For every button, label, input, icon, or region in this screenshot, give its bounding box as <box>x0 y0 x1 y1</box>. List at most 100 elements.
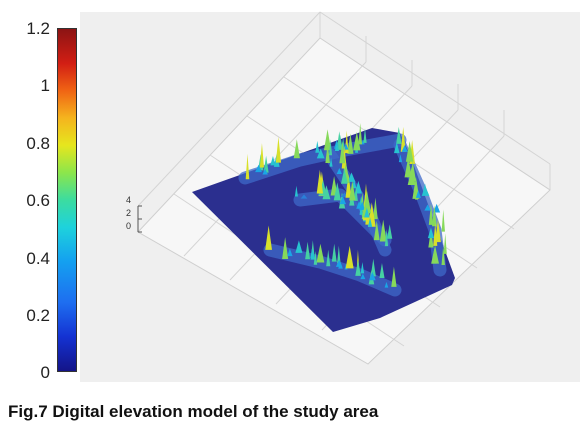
z-tick-0: 0 <box>126 221 131 231</box>
terrain-spike <box>293 139 300 159</box>
colorbar <box>57 28 77 372</box>
terrain-spike <box>354 186 358 201</box>
terrain-spike <box>424 204 431 211</box>
terrain-spike <box>345 173 352 198</box>
colorbar-tick-0.8: 0.8 <box>26 134 50 153</box>
terrain-spike <box>373 197 378 220</box>
surface-plot: 4 2 0 <box>126 11 551 365</box>
terrain-spike <box>323 129 332 151</box>
terrain-spike <box>384 229 389 247</box>
terrain-spike <box>262 168 268 175</box>
terrain-spike <box>295 240 303 253</box>
terrain-spike <box>363 128 367 143</box>
terrain-spike <box>340 168 348 184</box>
terrain-spike <box>431 245 439 264</box>
terrain-spike <box>328 139 333 156</box>
terrain-spike <box>337 245 341 264</box>
colorbar-tick-0.2: 0.2 <box>26 306 50 325</box>
terrain-spike <box>245 153 250 180</box>
terrain-spike <box>364 207 370 218</box>
terrain-spike <box>398 154 403 163</box>
terrain-spike <box>282 237 289 259</box>
terrain-spike <box>313 251 318 265</box>
colorbar-tick-0.6: 0.6 <box>26 191 50 210</box>
terrain-spike <box>270 155 276 166</box>
colorbar-tick-1.2: 1.2 <box>26 19 50 38</box>
terrain-spike <box>338 261 343 269</box>
terrain-spike <box>322 185 331 200</box>
terrain-spike <box>359 201 366 211</box>
terrain-spike <box>315 140 320 153</box>
colorbar-tick-0: 0 <box>40 363 50 382</box>
terrain-spike <box>360 273 366 280</box>
terrain-spike <box>370 258 376 277</box>
terrain-spike <box>443 233 447 254</box>
terrain-spike <box>310 248 314 259</box>
terrain-spike <box>294 185 298 197</box>
terrain-spike <box>349 180 356 201</box>
terrain-spike <box>339 141 346 164</box>
terrain-spike <box>347 133 354 154</box>
terrain-spike <box>435 219 441 243</box>
terrain-spike <box>405 141 414 162</box>
z-axis <box>137 205 142 233</box>
terrain-spike <box>396 126 402 144</box>
terrain-spike <box>329 157 333 167</box>
terrain-spike <box>325 143 330 164</box>
terrain-spike <box>337 134 343 150</box>
terrain-spike <box>287 248 293 257</box>
terrain-spike <box>356 201 362 209</box>
z-tick-4: 4 <box>126 195 131 205</box>
terrain-spike <box>339 196 346 205</box>
terrain-spike <box>415 189 421 198</box>
terrain-spike <box>358 123 363 145</box>
terrain-spike <box>407 167 416 186</box>
dem-figure: 0 0.2 0.4 0.6 0.8 1 1.2 <box>26 11 580 382</box>
terrain-spike <box>428 203 434 225</box>
terrain-spike <box>347 172 356 182</box>
terrain-spike <box>343 143 349 150</box>
terrain-spike <box>363 190 372 214</box>
terrain-spike <box>432 205 437 227</box>
terrain-spike <box>326 249 331 267</box>
terrain-spike <box>316 243 325 263</box>
terrain-spike <box>353 131 361 151</box>
terrain-spike <box>263 155 269 173</box>
terrain-spike <box>259 143 265 168</box>
colorbar-tick-0.4: 0.4 <box>26 249 50 268</box>
colorbar-tick-1: 1 <box>40 76 50 95</box>
terrain-spike <box>387 224 393 239</box>
terrain-spike <box>428 229 434 248</box>
figure-caption: Fig.7 Digital elevation model of the stu… <box>8 402 379 421</box>
terrain-spike <box>379 219 387 242</box>
terrain-spike <box>336 167 342 175</box>
surface-peaks <box>238 123 447 297</box>
terrain-spike <box>305 241 311 260</box>
terrain-spike <box>361 139 365 145</box>
terrain-spike <box>331 243 337 262</box>
terrain-spike <box>441 209 445 232</box>
terrain-spike <box>255 164 262 173</box>
terrain-spike <box>404 157 412 178</box>
terrain-spike <box>391 266 397 287</box>
terrain-spike <box>441 245 445 266</box>
terrain-spike <box>333 182 341 201</box>
terrain-spike <box>384 281 389 288</box>
terrain-spike <box>373 220 380 241</box>
terrain-spike <box>427 227 435 239</box>
terrain-spike <box>393 141 400 154</box>
terrain-spike <box>316 169 324 194</box>
terrain-spike <box>275 136 282 163</box>
terrain-spike <box>334 141 340 152</box>
terrain-spike <box>379 263 385 278</box>
terrain-spike <box>421 186 430 196</box>
terrain-spike <box>401 145 408 152</box>
terrain-spike <box>360 262 365 274</box>
terrain-spike <box>367 217 373 227</box>
terrain-spike <box>355 260 361 276</box>
terrain-spike <box>369 271 376 281</box>
z-tick-2: 2 <box>126 208 131 218</box>
terrain-spike <box>345 245 354 269</box>
terrain-spike <box>265 225 273 250</box>
terrain-spike <box>300 194 308 199</box>
